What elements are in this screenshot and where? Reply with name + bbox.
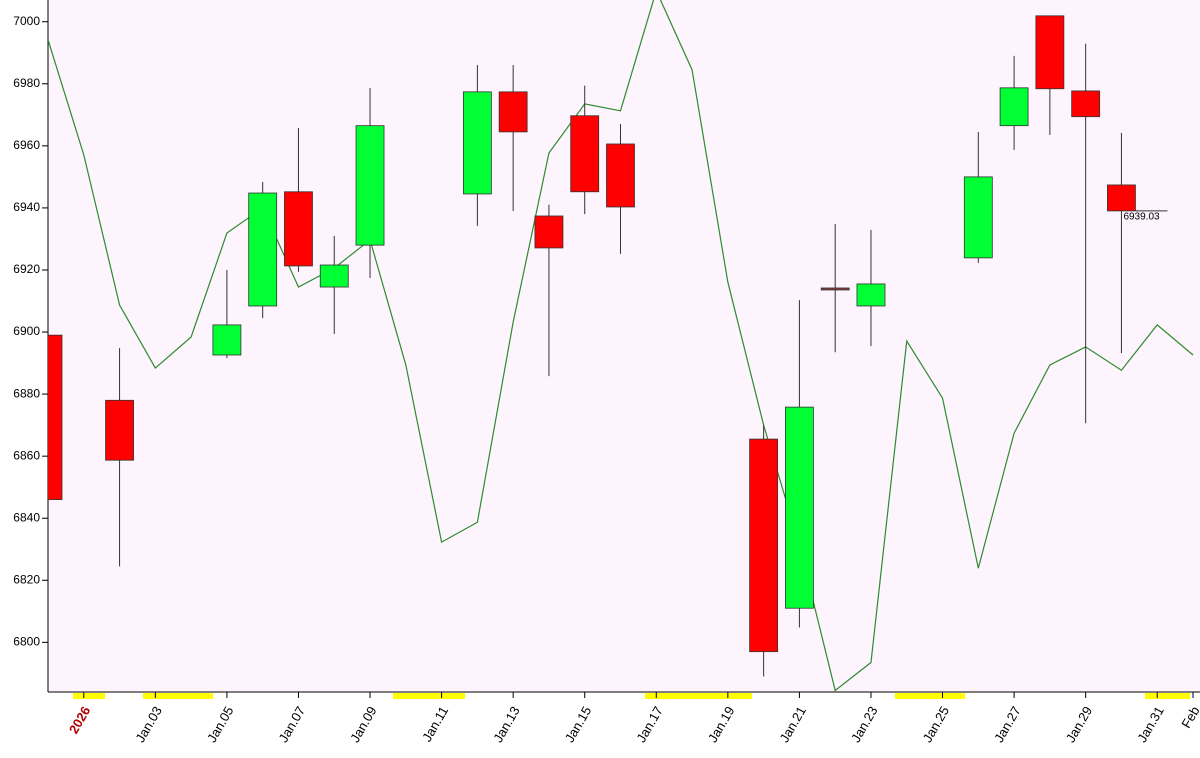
y-tick-label: 6820 (13, 572, 40, 586)
last-price-label: 6939.03 (1123, 212, 1160, 223)
candle-body (105, 399, 134, 461)
plot (48, 0, 1194, 692)
candle-body (963, 176, 993, 259)
y-tick-label: 6940 (13, 200, 40, 214)
y-tick-label: 6800 (13, 635, 40, 649)
candle-body (1035, 15, 1065, 90)
weekend-band (393, 693, 465, 699)
candle-body (212, 324, 242, 356)
weekend-band (1145, 693, 1190, 699)
candle-body (498, 91, 528, 133)
y-tick-label: 6980 (13, 76, 40, 90)
y-tick-label: 6960 (13, 138, 40, 152)
candle-body (999, 87, 1029, 127)
y-tick-label: 6860 (13, 448, 40, 462)
candle-body (355, 125, 385, 246)
y-tick-label: 6880 (13, 386, 40, 400)
weekend-band (73, 693, 105, 699)
overlay-line (48, 0, 1194, 692)
candle-body (462, 91, 492, 195)
y-tick-label: 6900 (13, 324, 40, 338)
weekend-bands (73, 693, 1190, 699)
weekend-band (143, 693, 213, 699)
weekend-band (895, 693, 965, 699)
y-tick-label: 6840 (13, 510, 40, 524)
candle-body (319, 264, 349, 288)
candle-body (1107, 184, 1136, 212)
candle-body (856, 283, 886, 307)
candle-body (48, 334, 63, 501)
weekend-band (645, 693, 752, 699)
candle-body (248, 192, 278, 307)
candle-body (1071, 90, 1101, 118)
candle-body (820, 287, 850, 291)
candle-body (785, 406, 814, 609)
y-tick-label: 7000 (13, 14, 40, 28)
candle-body (606, 143, 635, 208)
candle-body (284, 191, 313, 267)
y-tick-label: 6920 (13, 262, 40, 276)
candle-body (534, 215, 564, 249)
candle-body (570, 115, 600, 193)
candle-body (749, 438, 779, 653)
